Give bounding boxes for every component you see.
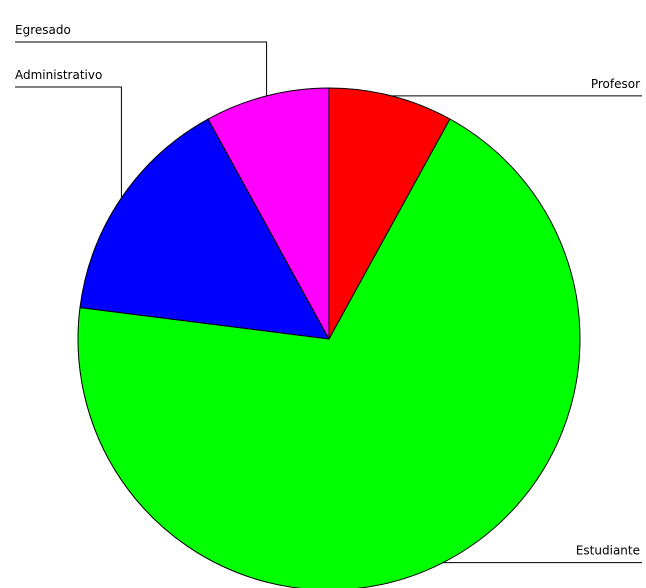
slice-label: Egresado: [15, 23, 71, 37]
slice-label: Estudiante: [576, 544, 640, 558]
leader-line: [15, 86, 122, 198]
pie-slice: [207, 87, 330, 340]
pie-slice: [77, 118, 581, 588]
pie-slice: [328, 87, 451, 340]
slice-label: Administrativo: [15, 68, 102, 82]
leader-line: [15, 41, 268, 96]
slice-label: Profesor: [591, 77, 640, 91]
